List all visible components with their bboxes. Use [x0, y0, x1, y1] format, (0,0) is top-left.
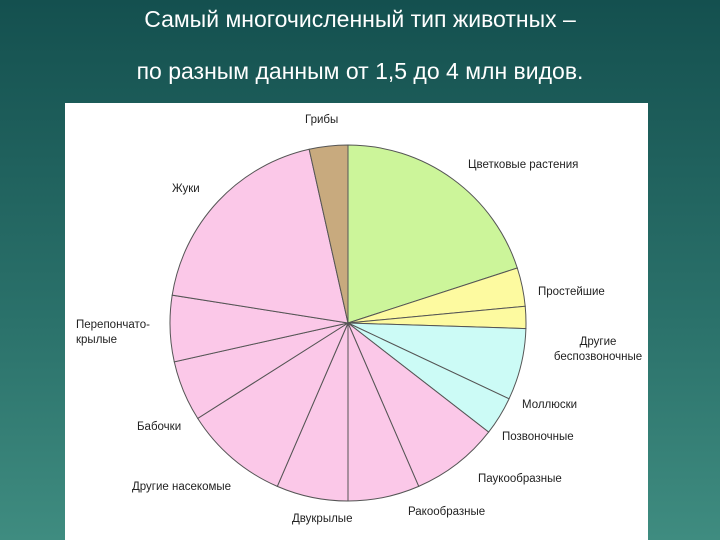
label-line: крылые: [76, 334, 117, 346]
slice-label: Моллюски: [522, 399, 577, 411]
label-line: Бабочки: [137, 421, 181, 433]
label-line: Ракообразные: [408, 506, 485, 518]
slice-label: Простейшие: [538, 286, 605, 298]
label-line: Моллюски: [522, 399, 577, 411]
slice-label: Двукрылые: [292, 513, 352, 525]
label-line: Цветковые растения: [468, 159, 578, 171]
label-line: Жуки: [172, 183, 200, 195]
slice-label: Цветковые растения: [468, 159, 578, 171]
slice-label: Другие беспозвоночные: [554, 336, 642, 363]
label-line: Простейшие: [538, 286, 605, 298]
chart: Цветковые растения Простейшие Другие беспоз…: [65, 103, 648, 540]
label-line: Двукрылые: [292, 513, 352, 525]
label-line: Другие: [580, 336, 617, 348]
pie-slice: [347, 322, 490, 488]
label-line: Паукообразные: [478, 473, 562, 485]
slice-label: Перепончато-крылые: [76, 319, 150, 346]
slide-title: Самый многочисленный тип животных –: [144, 6, 576, 32]
slide-subtitle: по разным данным от 1,5 до 4 млн видов.: [136, 58, 584, 84]
pie-slice: [347, 144, 518, 324]
slice-label: Грибы: [305, 114, 338, 126]
label-line: Другие насекомые: [132, 481, 231, 493]
pie-slice: [197, 321, 350, 488]
label-line: Перепончато-: [76, 319, 150, 331]
slice-label: Жуки: [172, 183, 200, 195]
slice-label: Бабочки: [137, 421, 181, 433]
label-line: Грибы: [305, 114, 338, 126]
slice-label: Другие насекомые: [132, 481, 231, 493]
pie-slice: [308, 144, 349, 324]
slice-label: Позвоночные: [502, 431, 574, 443]
slice-label: Ракообразные: [408, 506, 485, 518]
pie-slice: [171, 148, 349, 324]
slice-label: Паукообразные: [478, 473, 562, 485]
label-line: беспозвоночные: [554, 351, 642, 363]
label-line: Позвоночные: [502, 431, 574, 443]
